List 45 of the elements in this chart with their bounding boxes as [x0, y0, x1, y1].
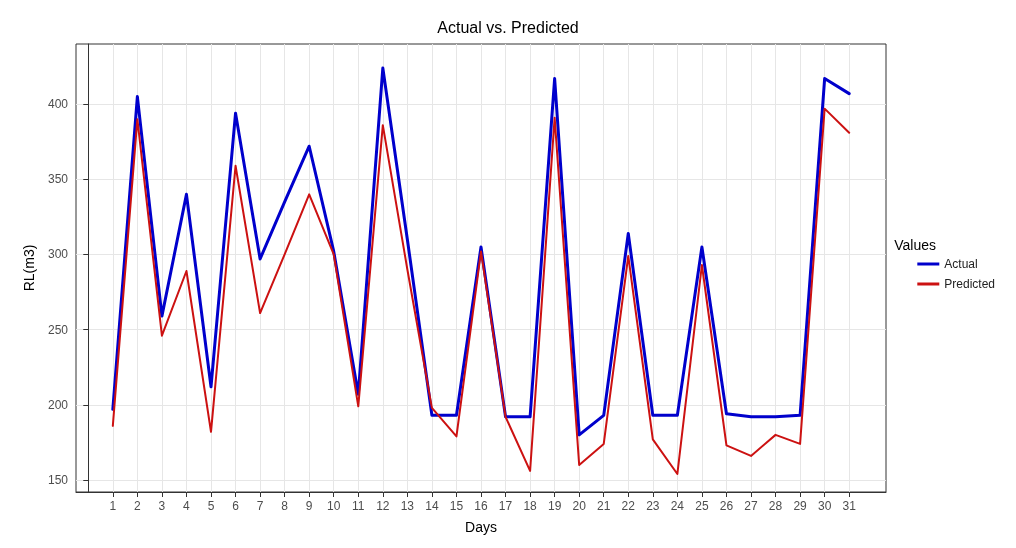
x-tick-label: 4	[183, 499, 191, 513]
y-tick-label: 250	[47, 322, 69, 337]
line-series	[111, 66, 851, 437]
x-tick-label: 8	[281, 499, 289, 513]
x-tick-label: 12	[376, 499, 390, 513]
legend-label: Predicted	[944, 277, 996, 291]
x-tick-label: 20	[572, 499, 587, 513]
x-tick-label: 27	[744, 499, 758, 513]
y-tick-label: 400	[47, 97, 69, 112]
x-tick-label: 3	[158, 499, 166, 513]
y-tick-label: 200	[47, 397, 69, 412]
x-tick-label: 18	[523, 499, 538, 513]
x-tick-label: 21	[597, 499, 611, 513]
x-tick-label: 13	[400, 499, 415, 513]
legend-label: Actual	[944, 257, 978, 271]
x-tick-label: 10	[327, 499, 341, 513]
x-tick-label: 30	[817, 499, 832, 513]
x-tick-label: 31	[842, 499, 857, 513]
x-tick-label: 17	[498, 499, 513, 513]
x-tick-label: 6	[232, 499, 240, 513]
x-tick-label: 14	[425, 499, 439, 513]
x-tick-label: 23	[646, 499, 660, 513]
y-tick-label: 150	[47, 472, 69, 487]
y-tick-label: 350	[47, 172, 69, 187]
x-tick-label: 15	[449, 499, 464, 513]
x-tick-label: 29	[793, 499, 808, 513]
line-series	[111, 107, 851, 475]
x-tick-label: 25	[695, 499, 709, 513]
y-axis-title: RL(m3)	[21, 244, 37, 292]
x-tick-label: 9	[305, 499, 313, 513]
x-tick-label: 5	[207, 499, 215, 513]
x-tick-label: 22	[621, 499, 636, 513]
x-tick-label: 26	[719, 499, 734, 513]
legend-title: Values	[894, 237, 937, 253]
y-tick-label: 300	[47, 247, 69, 262]
x-tick-label: 28	[768, 499, 783, 513]
x-tick-label: 7	[256, 499, 264, 513]
x-axis-title: Days	[465, 519, 497, 535]
x-tick-label: 19	[547, 499, 562, 513]
x-tick-label: 24	[670, 499, 685, 513]
chart-title: Actual vs. Predicted	[437, 18, 579, 36]
x-tick-label: 16	[474, 499, 488, 513]
x-tick-label: 1	[109, 499, 117, 513]
x-tick-label: 11	[352, 499, 365, 513]
x-tick-label: 2	[134, 499, 142, 513]
